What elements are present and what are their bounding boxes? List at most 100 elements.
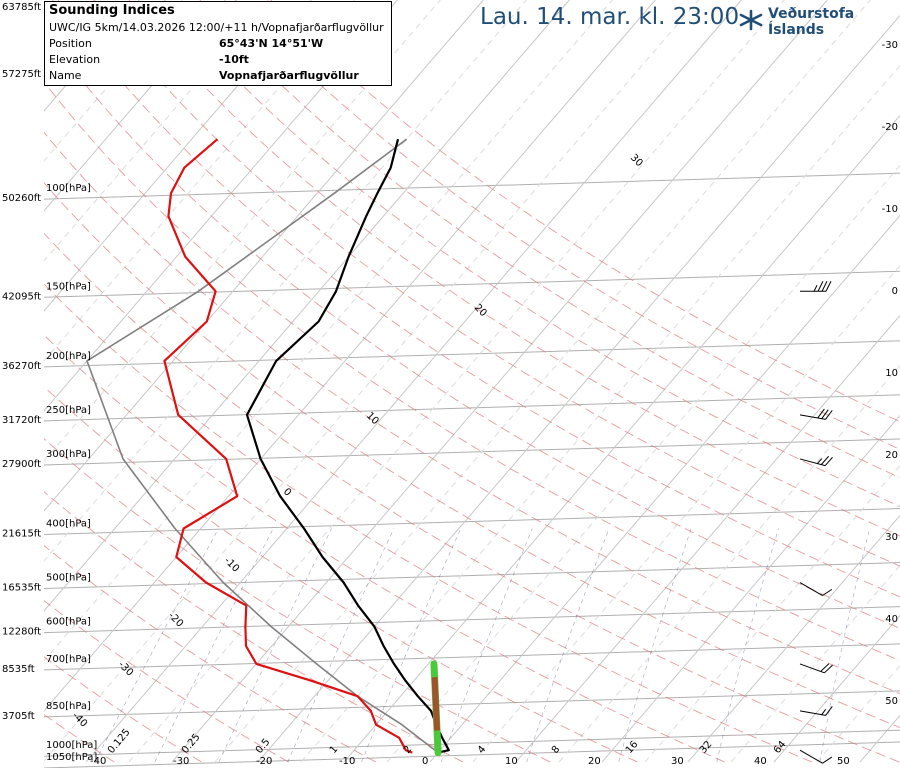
isotherm-dashed-line (300, 64, 900, 763)
dry-adiabat-line (44, 656, 202, 763)
isobar-line (44, 438, 900, 466)
barb-flag (820, 455, 830, 465)
mixing-ratio-label: 64 (772, 739, 789, 756)
right-axis-label: -10 (882, 204, 898, 215)
temperature-tick-label: 50 (837, 756, 850, 767)
dry-adiabat-line (44, 283, 812, 763)
temperature-tick-label: 40 (754, 756, 767, 767)
isotherm-dashed-line (730, 564, 900, 763)
isotherm-line (85, 0, 742, 763)
mixing-ratio-label: 32 (698, 739, 715, 756)
temperature-tick-label: -10 (339, 756, 355, 767)
barb-flag (817, 408, 825, 419)
pressure-label: 150[hPa] (46, 281, 91, 292)
info-key: Name (49, 69, 82, 82)
pressure-label: 200[hPa] (46, 351, 91, 362)
isobar-line (44, 394, 900, 422)
barb-flag (824, 664, 833, 674)
temperature-tick-label: -40 (90, 756, 106, 767)
barb-flag (820, 663, 830, 672)
valid-time-heading: Lau. 14. mar. kl. 23:00 (480, 4, 740, 30)
isobar-line (44, 643, 900, 671)
temperature-tick-label: -30 (173, 756, 189, 767)
profile-lines (86, 138, 450, 757)
dry-adiabat-line (44, 438, 551, 763)
info-row-elevation: Elevation -10ft (49, 52, 387, 68)
barb-flag (821, 281, 828, 292)
barb-flag (825, 281, 832, 292)
isotherm-dashed-line (0, 0, 10, 762)
isotherm-label: -10 (222, 555, 241, 574)
barb-flag (817, 281, 824, 292)
isotherm-dashed-line (44, 0, 355, 362)
isotherm-dashed-line (44, 0, 97, 62)
isotherm-line (44, 0, 54, 12)
barb-half-flag (817, 458, 823, 464)
mixing-ratio-line (361, 528, 462, 763)
dry-adiabat-line (44, 334, 725, 763)
wind-barb (799, 455, 833, 467)
altitude-label: 8535ft (2, 664, 35, 675)
isotherm-dashed-line (44, 0, 441, 462)
dry-adiabat-line (44, 385, 638, 763)
barb-flag (824, 456, 833, 467)
cape-core (431, 677, 441, 731)
altitude-label: 21615ft (2, 529, 41, 540)
isotherm-dashed-line (472, 264, 900, 763)
isotherm-dashed-line (816, 664, 900, 763)
dry-adiabat-line (44, 545, 377, 763)
dry-adiabat-line (44, 713, 115, 763)
temperature-tick-label: 10 (505, 756, 518, 767)
isotherm-dashed-line (214, 0, 871, 763)
isobar-line (44, 508, 900, 536)
dewpoint-line (163, 138, 413, 754)
pressure-label: 100[hPa] (46, 183, 91, 194)
mixing-ratio-line (218, 528, 332, 763)
info-value: -10ft (219, 53, 249, 66)
barb-flag (821, 409, 829, 419)
altitude-label: 42095ft (2, 291, 41, 302)
dry-adiabat-line (93, 0, 900, 567)
isotherm-dashed-line (644, 464, 900, 763)
isotherm-dashed-line (44, 0, 269, 262)
wind-barb (799, 663, 833, 674)
isobar-line (44, 606, 900, 634)
isotherm-line (859, 714, 900, 763)
brand-logo[interactable]: Veðurstofa Íslands (738, 6, 900, 38)
barb-staff (799, 458, 826, 467)
altitude-label: 12280ft (2, 627, 41, 638)
isotherm-line (601, 414, 900, 763)
mixing-ratio-label: 0.125 (106, 727, 133, 756)
mixing-ratio-label: 1 (328, 744, 341, 756)
isotherm-dashed-line (558, 364, 900, 763)
mixing-ratio-line (716, 528, 779, 763)
wind-barb (799, 749, 833, 764)
barb-flag (822, 588, 833, 596)
info-key: Position (49, 37, 92, 50)
pressure-label: 600[hPa] (46, 617, 91, 628)
mixing-ratio-label: 16 (624, 739, 641, 756)
isotherm-label: 30 (628, 152, 645, 169)
dry-adiabat-line (234, 0, 900, 450)
altitude-label: 36270ft (2, 361, 41, 372)
isotherm-dashed-line (44, 0, 613, 662)
barb-staff (799, 663, 825, 674)
snowflake-icon (738, 9, 764, 35)
barb-staff (799, 582, 823, 596)
mixing-ratio-line (440, 528, 533, 763)
barb-staff (799, 710, 826, 716)
right-axis-label: 0 (892, 286, 898, 297)
barb-flag (825, 410, 833, 420)
right-axis-label: 50 (885, 696, 898, 707)
isobar-line (44, 690, 900, 718)
wind-barb (799, 706, 833, 716)
model-run-text: UWC/IG 5km/14.03.2026 12:00/+11 h/Vopnaf… (49, 21, 384, 34)
isotherm-label: -30 (116, 659, 135, 678)
isotherm-line (429, 214, 900, 763)
altitude-label: 27900ft (2, 459, 41, 470)
dry-adiabat-line (44, 30, 900, 629)
isotherm-line (515, 314, 900, 763)
isotherm-dashed-line (386, 164, 900, 763)
